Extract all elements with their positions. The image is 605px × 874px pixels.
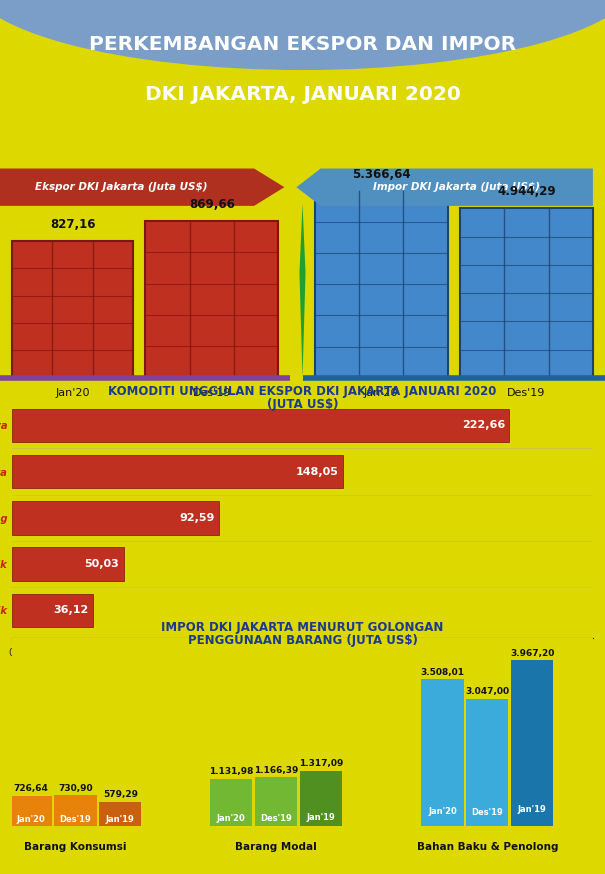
Text: 579,29: 579,29 [103,790,138,799]
Text: 1.131,98: 1.131,98 [209,767,253,776]
Text: 222,66: 222,66 [462,420,505,430]
Text: 1.166,39: 1.166,39 [254,766,298,774]
Text: 1.317,09: 1.317,09 [299,760,343,768]
Bar [315,191,448,378]
Text: DKI JAKARTA, JANUARI 2020: DKI JAKARTA, JANUARI 2020 [145,85,460,104]
Polygon shape [299,204,306,378]
Text: Bahan Baku & Penolong: Bahan Baku & Penolong [417,842,558,852]
Text: Des'19: Des'19 [260,814,292,822]
Text: PENGGUNAAN BARANG (JUTA US$): PENGGUNAAN BARANG (JUTA US$) [188,634,417,647]
Text: 3.967,20: 3.967,20 [510,649,554,658]
Bar [12,454,343,489]
Text: Jan'20: Jan'20 [55,388,90,398]
Bar [12,501,219,535]
Text: Jan'20: Jan'20 [428,807,457,815]
Text: Barang Modal: Barang Modal [235,842,317,852]
Bar [12,593,93,628]
Text: Des'19: Des'19 [471,808,503,817]
Text: Jan'19: Jan'19 [518,805,546,815]
Bar [54,795,97,826]
Text: Jan'20: Jan'20 [217,814,246,822]
Bar [210,779,252,826]
Text: 726,64: 726,64 [13,784,48,793]
Bar [421,679,463,826]
Text: 730,90: 730,90 [58,784,93,793]
Text: Ekspor DKI Jakarta (Juta US$): Ekspor DKI Jakarta (Juta US$) [34,182,208,192]
Bar [511,660,554,826]
Bar [300,771,342,826]
Text: 3.508,01: 3.508,01 [420,668,465,677]
Text: Jan'19: Jan'19 [106,815,135,824]
Text: (JUTA US$): (JUTA US$) [267,398,338,411]
Text: 92,59: 92,59 [179,513,214,523]
Text: 827,16: 827,16 [50,218,96,231]
Bar [145,221,278,378]
Text: 4.944,29: 4.944,29 [497,185,555,198]
Bar [99,801,142,826]
Text: 36,12: 36,12 [53,606,88,615]
Text: Des'19: Des'19 [192,388,231,398]
Bar [466,698,508,826]
Text: Des'19: Des'19 [507,388,546,398]
Text: Jan'20: Jan'20 [364,388,399,398]
Text: PERKEMBANGAN EKSPOR DAN IMPOR: PERKEMBANGAN EKSPOR DAN IMPOR [89,35,516,54]
Bar [12,408,509,442]
Text: Jan'19: Jan'19 [307,813,335,822]
Text: Barang Konsumsi: Barang Konsumsi [24,842,126,852]
Bar [10,795,51,826]
Bar [460,208,593,378]
Text: 869,66: 869,66 [189,198,235,211]
Text: Jan'20: Jan'20 [16,815,45,824]
Polygon shape [296,169,593,206]
Polygon shape [0,169,284,206]
Bar [12,240,133,378]
Text: 5.366,64: 5.366,64 [352,168,410,181]
Bar [255,777,297,826]
Text: IMPOR DKI JAKARTA MENURUT GOLONGAN: IMPOR DKI JAKARTA MENURUT GOLONGAN [162,621,443,634]
Text: Impor DKI Jakarta (Juta US$): Impor DKI Jakarta (Juta US$) [373,182,540,192]
Text: KOMODITI UNGGULAN EKSPOR DKI JAKARTA JANUARI 2020: KOMODITI UNGGULAN EKSPOR DKI JAKARTA JAN… [108,385,497,398]
Text: 50,03: 50,03 [85,559,119,569]
Text: 3.047,00: 3.047,00 [465,687,509,697]
Text: Des'19: Des'19 [59,815,91,824]
Ellipse shape [0,0,605,69]
Bar [12,547,124,581]
Text: 148,05: 148,05 [295,467,338,476]
